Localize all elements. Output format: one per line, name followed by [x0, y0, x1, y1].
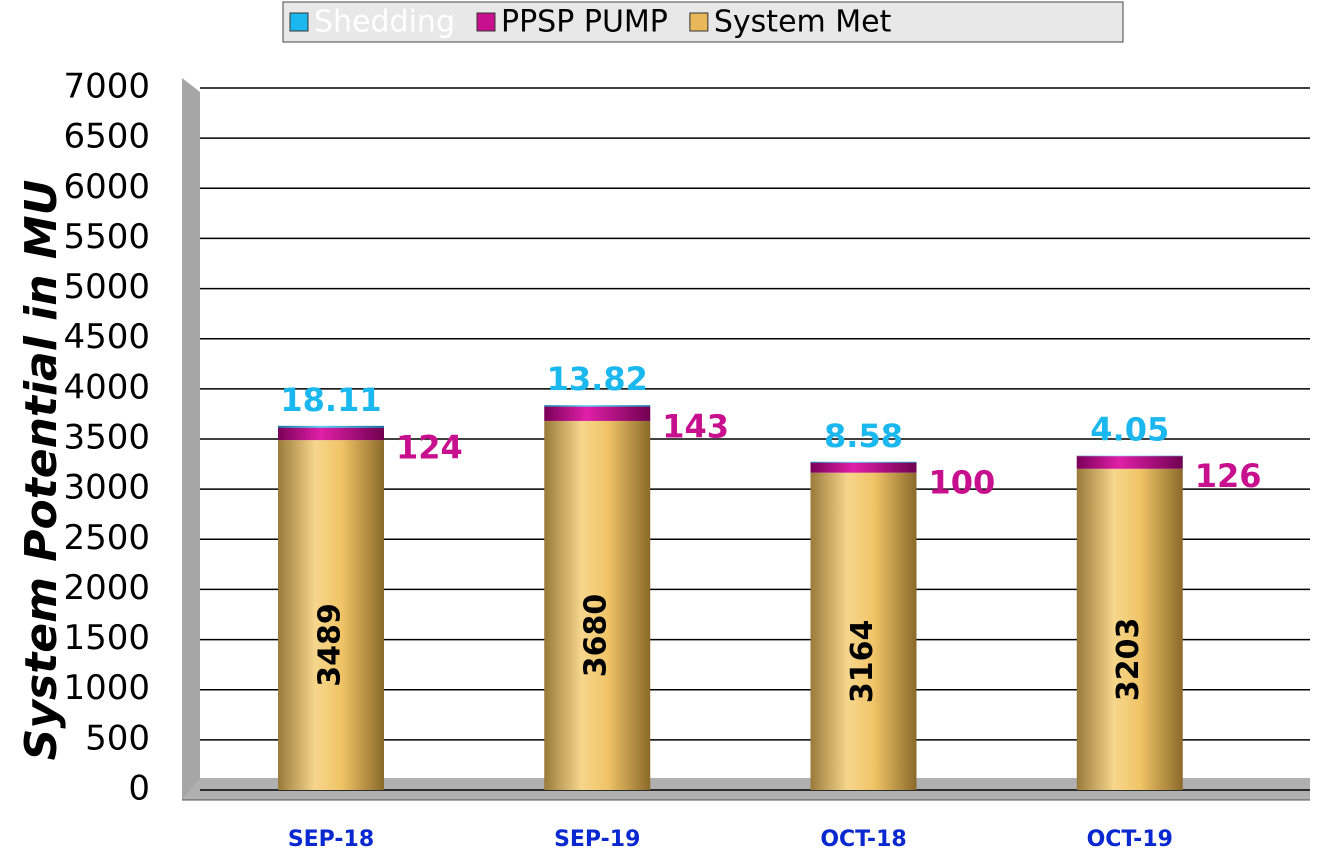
value-label: 3164	[845, 620, 880, 704]
legend-swatch	[289, 12, 309, 32]
y-tick-label: 5000	[63, 267, 150, 307]
bar-segment	[544, 405, 651, 407]
y-tick-label: 5500	[63, 217, 150, 257]
x-tick-label: OCT-18	[820, 827, 906, 852]
y-tick-label: 1500	[63, 618, 150, 658]
side-wall	[182, 78, 200, 800]
bar-segment	[810, 462, 917, 473]
y-tick-label: 3500	[63, 418, 150, 458]
value-label: 4.05	[1090, 411, 1169, 449]
bar-segment	[810, 461, 917, 463]
value-label: 3680	[579, 594, 614, 678]
value-label: 126	[1195, 457, 1262, 495]
y-tick-label: 2500	[63, 518, 150, 558]
value-label: 3489	[313, 603, 348, 687]
y-tick-label: 4000	[63, 367, 150, 407]
bar-segment	[1076, 456, 1183, 469]
bar-segment	[810, 472, 917, 790]
y-tick-label: 500	[85, 718, 150, 758]
value-label: 124	[396, 429, 463, 467]
bar-segment	[278, 425, 384, 428]
bar-segment	[278, 440, 384, 790]
y-tick-label: 4500	[63, 317, 150, 357]
value-label: 13.82	[547, 360, 648, 398]
value-label: 3203	[1111, 618, 1146, 702]
y-tick-label: 0	[128, 769, 150, 809]
bar-segment	[1076, 468, 1183, 790]
x-tick-label: SEP-19	[554, 827, 640, 852]
legend-label: System Met	[714, 5, 892, 40]
value-label: 18.11	[280, 381, 381, 419]
legend-label: Shedding	[314, 5, 455, 40]
legend-swatch	[689, 12, 709, 32]
y-tick-label: 6000	[63, 167, 150, 207]
value-label: 100	[929, 464, 996, 502]
legend-swatch	[476, 12, 496, 32]
floor	[182, 778, 1310, 800]
y-tick-label: 6500	[63, 117, 150, 157]
value-label: 8.58	[824, 417, 903, 455]
x-tick-label: OCT-19	[1087, 827, 1173, 852]
legend-label: PPSP PUMP	[501, 5, 668, 40]
y-tick-label: 3000	[63, 468, 150, 508]
y-tick-label: 7000	[63, 67, 150, 107]
value-label: 143	[662, 408, 729, 446]
y-tick-label: 1000	[63, 668, 150, 708]
bar-segment	[278, 427, 384, 441]
x-tick-label: SEP-18	[288, 827, 374, 852]
bar-segment	[544, 406, 651, 421]
bar-segment	[544, 420, 651, 790]
y-tick-label: 2000	[63, 568, 150, 608]
y-axis-label: System Potential in MU	[16, 180, 67, 761]
